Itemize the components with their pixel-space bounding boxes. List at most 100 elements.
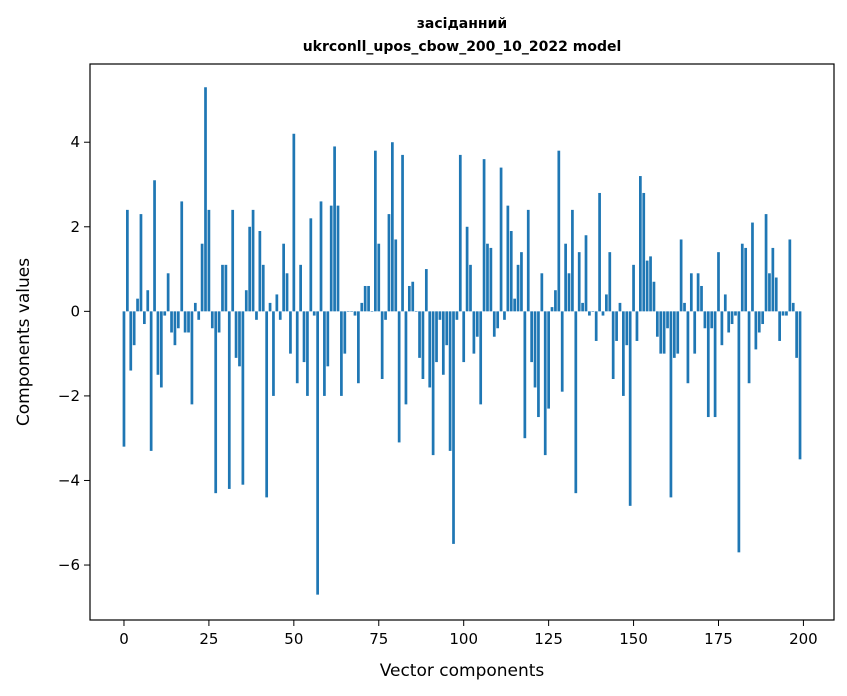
bar-179: [730, 311, 734, 325]
bar-50: [292, 133, 296, 312]
bar-17: [180, 201, 184, 312]
bar-156: [652, 281, 656, 312]
bar-53: [302, 311, 306, 363]
bar-71: [363, 285, 367, 312]
chart-title-line2: ukrconll_upos_cbow_200_10_2022 model: [303, 39, 622, 55]
bar-139: [594, 311, 598, 341]
bar-189: [764, 214, 768, 312]
bar-130: [564, 243, 567, 312]
bar-55: [309, 218, 313, 312]
bar-11: [159, 311, 163, 388]
bar-192: [774, 277, 778, 312]
y-axis-label: Components values: [14, 258, 34, 426]
bar-186: [754, 311, 758, 350]
bar-185: [751, 222, 754, 312]
bar-76: [380, 311, 384, 379]
bar-46: [278, 311, 282, 320]
y-axis-ticks: −6 −4 −2 0 2 4: [58, 133, 90, 574]
bar-175: [717, 252, 720, 312]
bar-191: [771, 247, 775, 312]
bar-137: [588, 311, 591, 316]
bar-4: [136, 298, 139, 312]
bar-58: [319, 201, 323, 312]
chart-title-line1: засіданний: [417, 16, 507, 32]
x-tick-label: 0: [119, 630, 129, 648]
bar-145: [615, 311, 618, 341]
bar-74: [374, 150, 377, 312]
bar-114: [509, 231, 513, 312]
bar-73: [370, 311, 374, 312]
bar-155: [649, 256, 652, 312]
bar-90: [428, 311, 432, 388]
bar-193: [778, 311, 781, 341]
bar-0: [122, 311, 126, 447]
bar-60: [326, 311, 330, 367]
bar-134: [577, 252, 581, 312]
bar-23: [200, 243, 204, 312]
bar-31: [227, 311, 231, 489]
bar-147: [622, 311, 625, 396]
bar-79: [391, 142, 394, 312]
bar-176: [720, 311, 724, 346]
bar-93: [438, 311, 442, 320]
bar-190: [768, 273, 771, 312]
bar-98: [455, 311, 459, 320]
bar-20: [190, 311, 194, 405]
bar-129: [560, 311, 564, 392]
bar-102: [469, 264, 472, 312]
bar-32: [231, 209, 235, 312]
bar-80: [394, 239, 398, 312]
y-tick-label: 2: [70, 218, 80, 236]
bar-123: [540, 273, 544, 312]
bar-48: [285, 273, 289, 312]
x-tick-label: 75: [369, 630, 388, 648]
bar-72: [367, 285, 370, 312]
x-tick-label: 50: [284, 630, 303, 648]
bar-122: [537, 311, 540, 418]
bar-171: [703, 311, 707, 329]
bar-67: [350, 311, 353, 312]
bar-116: [516, 264, 520, 312]
bar-77: [384, 311, 387, 320]
bar-152: [639, 176, 642, 312]
y-tick-label: −4: [58, 471, 80, 489]
bar-199: [798, 311, 802, 460]
bar-65: [343, 311, 347, 354]
bar-75: [377, 243, 381, 312]
bar-161: [669, 311, 673, 498]
bar-108: [489, 247, 493, 312]
bar-115: [513, 298, 517, 312]
bar-52: [299, 264, 302, 312]
bar-162: [672, 311, 676, 358]
bar-133: [574, 311, 578, 494]
bar-29: [221, 264, 224, 312]
bar-57: [316, 311, 319, 595]
bar-70: [360, 302, 364, 312]
bar-39: [255, 311, 258, 320]
bar-105: [479, 311, 483, 405]
bar-163: [676, 311, 680, 354]
bar-59: [323, 311, 326, 396]
bar-5: [139, 214, 143, 312]
bar-119: [526, 209, 530, 312]
bar-128: [557, 150, 561, 312]
bar-95: [445, 311, 449, 346]
bar-138: [591, 311, 595, 312]
x-tick-label: 100: [449, 630, 478, 648]
y-tick-label: −2: [58, 387, 80, 405]
bar-21: [193, 302, 197, 312]
bar-45: [275, 294, 279, 312]
bar-64: [340, 311, 343, 396]
bar-68: [353, 311, 357, 316]
bar-69: [357, 311, 360, 384]
bar-35: [241, 311, 245, 485]
bar-97: [452, 311, 455, 544]
bar-160: [666, 311, 669, 329]
y-tick-label: 0: [70, 302, 80, 320]
bar-43: [268, 302, 272, 312]
bar-41: [261, 264, 265, 312]
bar-144: [611, 311, 615, 379]
bar-151: [635, 311, 639, 341]
bar-83: [404, 311, 408, 405]
